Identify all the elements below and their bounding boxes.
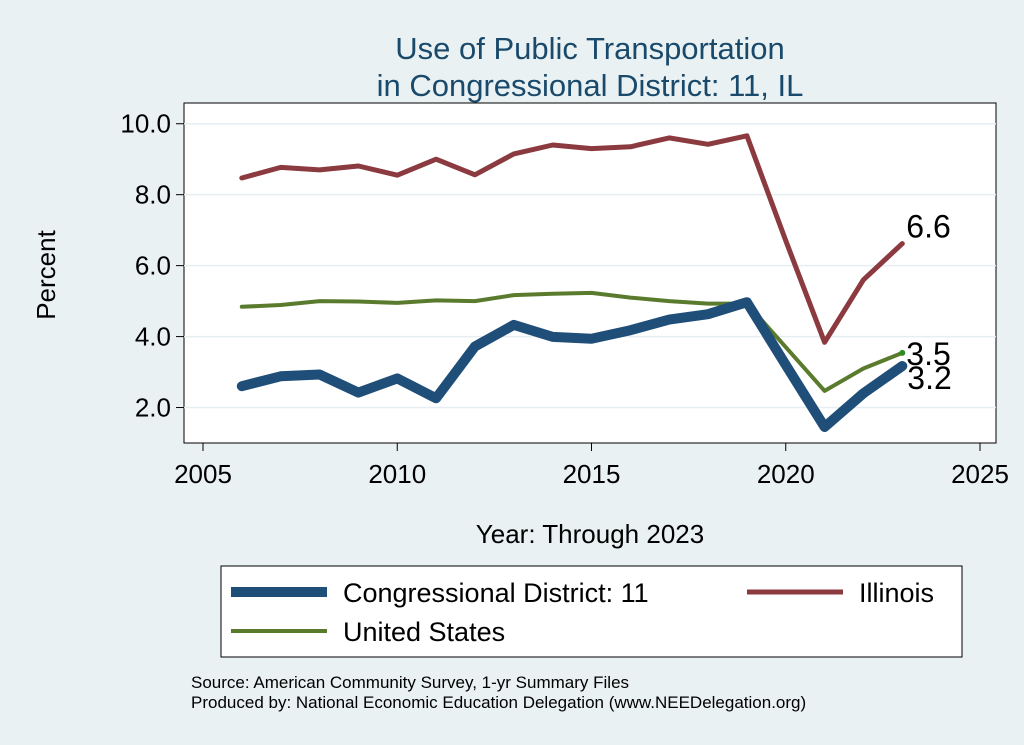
series-line-1 <box>239 133 905 345</box>
x-tick-label: 2010 <box>368 459 426 489</box>
legend-label-1: Illinois <box>859 578 934 608</box>
legend-label-2: United States <box>343 617 505 647</box>
series-layer <box>236 133 908 432</box>
source-note: Source: American Community Survey, 1-yr … <box>191 673 629 692</box>
end-label-0: 3.2 <box>907 360 951 396</box>
legend-items: Congressional District: 11 Illinois United… <box>231 578 934 647</box>
chart-title-line-1: Use of Public Transportation <box>395 31 784 66</box>
y-tick-label: 2.0 <box>135 393 171 423</box>
x-tick-label: 2015 <box>563 459 621 489</box>
end-labels: 3.2 6.6 3.5 <box>899 209 952 396</box>
x-tick-label: 2025 <box>951 459 1009 489</box>
chart-title-line-2: in Congressional District: 11, IL <box>377 68 804 103</box>
end-point-marker <box>899 349 906 356</box>
x-axis: 2005 2010 2015 2020 2025 <box>174 442 1009 489</box>
legend-label-0: Congressional District: 11 <box>343 578 649 608</box>
end-label-1: 6.6 <box>906 209 950 245</box>
end-label-2: 3.5 <box>906 336 950 372</box>
series-line-2 <box>239 290 905 393</box>
plot-area <box>183 102 997 444</box>
produced-by-note: Produced by: National Economic Education… <box>191 693 806 712</box>
x-tick-label: 2020 <box>757 459 815 489</box>
y-tick-label: 6.0 <box>135 251 171 281</box>
y-axis-title: Percent <box>31 229 61 319</box>
x-axis-title: Year: Through 2023 <box>476 519 704 549</box>
y-tick-label: 8.0 <box>135 180 171 210</box>
legend: Congressional District: 11 Illinois United… <box>220 565 963 658</box>
legend-box <box>220 565 963 658</box>
x-tick-label: 2005 <box>174 459 232 489</box>
y-tick-label: 10.0 <box>120 109 171 139</box>
y-tick-label: 4.0 <box>135 322 171 352</box>
y-axis: 2.0 4.0 6.0 8.0 10.0 <box>120 109 184 423</box>
series-line-0 <box>236 297 908 432</box>
